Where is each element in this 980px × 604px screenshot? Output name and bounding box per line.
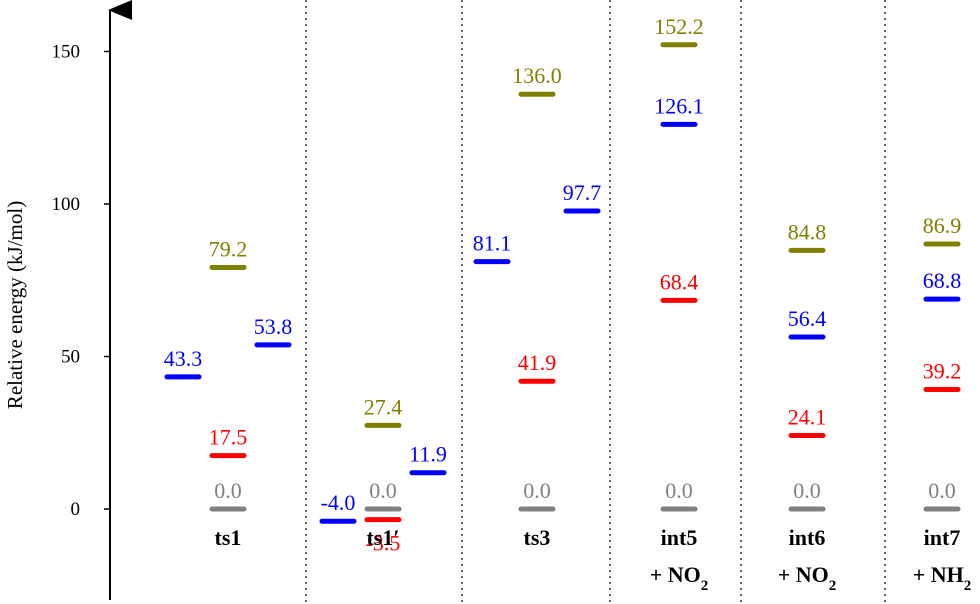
- y-tick-label: 100: [52, 194, 81, 215]
- y-axis-label: Relative energy (kJ/mol): [3, 201, 27, 409]
- energy-value-label: 0.0: [928, 478, 956, 503]
- energy-value-label: 84.8: [788, 219, 827, 244]
- category-sublabel: + NH2: [913, 562, 972, 594]
- energy-value-label: 53.8: [254, 314, 293, 339]
- energy-value-label: 97.7: [563, 180, 602, 205]
- energy-value-label: 0.0: [523, 478, 551, 503]
- energy-value-label: 24.1: [788, 404, 827, 429]
- category-sublabel-text: + NO: [778, 562, 829, 587]
- energy-value-label: 0.0: [369, 478, 397, 503]
- energy-value-label: -3.5: [366, 531, 401, 556]
- y-axis: 0 50 100 150: [52, 0, 132, 600]
- energy-value-label: 126.1: [654, 93, 704, 118]
- energy-value-label: 11.9: [409, 442, 447, 467]
- y-tick-label: 150: [52, 42, 81, 63]
- energy-value-label: 56.4: [788, 306, 827, 331]
- energy-value-label: 86.9: [923, 213, 962, 238]
- energy-value-label: 136.0: [512, 63, 562, 88]
- category-separators: [305, 0, 886, 604]
- energy-value-label: 152.2: [654, 14, 704, 39]
- energy-value-label: 68.4: [660, 269, 699, 294]
- energy-value-label: 17.5: [209, 425, 248, 450]
- energy-levels: 0.0 17.5 43.3 79.2 53.8 -4.0 0.0 -3.5 27.411.9 0.…: [164, 14, 962, 556]
- category-sublabel-subscript: 2: [829, 578, 837, 594]
- category-sublabel: + NO2: [650, 562, 709, 594]
- category-label: ts1: [215, 525, 242, 550]
- energy-value-label: 41.9: [518, 350, 557, 375]
- y-tick-label: 50: [61, 347, 80, 368]
- energy-value-label: 39.2: [923, 358, 962, 383]
- energy-value-label: 81.1: [473, 231, 512, 256]
- category-label: ts3: [524, 525, 551, 550]
- energy-value-label: 27.4: [364, 394, 403, 419]
- category-label: int7: [924, 525, 961, 550]
- category-sublabel: + NO2: [778, 562, 837, 594]
- energy-value-label: 79.2: [209, 236, 248, 261]
- energy-value-label: -4.0: [321, 490, 356, 515]
- category-sublabel-subscript: 2: [964, 578, 972, 594]
- category-label: ts1′: [366, 525, 399, 550]
- energy-value-label: 68.8: [923, 268, 962, 293]
- category-label: int5: [661, 525, 698, 550]
- category-sublabel-text: + NH: [913, 562, 964, 587]
- energy-value-label: 0.0: [793, 478, 821, 503]
- category-sublabel-text: + NO: [650, 562, 701, 587]
- energy-value-label: 43.3: [164, 346, 203, 371]
- category-sublabel-subscript: 2: [701, 578, 709, 594]
- energy-value-label: 0.0: [665, 478, 693, 503]
- category-label: int6: [789, 525, 826, 550]
- y-tick-label: 0: [71, 499, 81, 520]
- energy-value-label: 0.0: [214, 478, 242, 503]
